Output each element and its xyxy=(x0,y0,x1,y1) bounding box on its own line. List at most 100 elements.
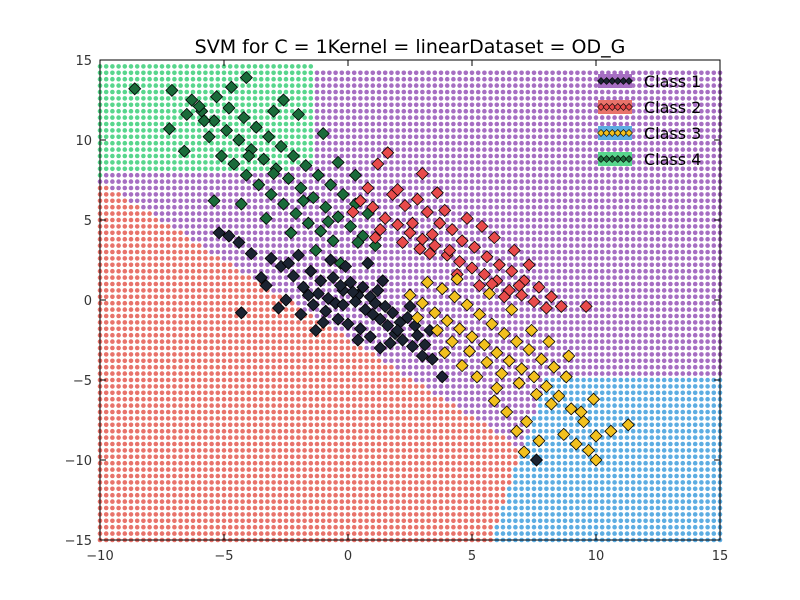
region-dot xyxy=(215,505,221,511)
region-dot xyxy=(451,358,456,364)
region-dot xyxy=(134,76,140,82)
region-dot xyxy=(103,224,109,229)
region-dot xyxy=(382,76,388,82)
region-dot xyxy=(110,108,115,114)
region-dot xyxy=(172,243,177,248)
region-dot xyxy=(159,441,165,447)
region-dot xyxy=(209,153,214,159)
region-dot xyxy=(159,236,165,242)
region-dot xyxy=(420,396,425,402)
region-dot xyxy=(370,358,376,364)
region-dot xyxy=(271,275,276,280)
region-dot xyxy=(215,467,221,472)
region-dot xyxy=(314,217,320,223)
region-dot xyxy=(407,531,413,536)
region-dot xyxy=(395,416,400,421)
region-dot xyxy=(364,320,369,325)
region-dot xyxy=(103,524,109,530)
region-dot xyxy=(196,332,202,338)
region-dot xyxy=(159,256,165,261)
region-dot xyxy=(351,230,357,236)
region-dot xyxy=(327,134,332,140)
region-dot xyxy=(103,518,109,524)
region-dot xyxy=(240,403,245,408)
region-dot xyxy=(438,236,444,242)
region-dot xyxy=(314,512,320,517)
region-dot xyxy=(159,224,165,229)
region-dot xyxy=(153,256,159,261)
region-dot xyxy=(463,518,469,524)
region-dot xyxy=(265,294,270,300)
region-dot xyxy=(122,204,128,210)
region-dot xyxy=(345,134,351,140)
region-dot xyxy=(302,339,307,344)
region-dot xyxy=(469,428,475,434)
region-dot xyxy=(463,448,469,453)
region-dot xyxy=(196,275,202,280)
region-dot xyxy=(308,121,314,127)
region-dot xyxy=(252,166,258,172)
region-dot xyxy=(165,179,171,184)
region-dot xyxy=(389,89,394,95)
region-dot xyxy=(153,70,159,76)
region-dot xyxy=(141,358,146,364)
region-dot xyxy=(506,224,512,229)
region-dot xyxy=(327,486,332,492)
region-dot xyxy=(339,416,345,421)
region-dot xyxy=(407,198,413,204)
region-dot xyxy=(227,448,233,453)
region-dot xyxy=(407,332,413,338)
region-dot xyxy=(370,134,376,140)
region-dot xyxy=(320,435,326,440)
region-dot xyxy=(227,153,233,159)
region-dot xyxy=(209,403,214,408)
region-dot xyxy=(116,390,121,396)
region-dot xyxy=(116,448,121,453)
region-dot xyxy=(209,409,214,415)
region-dot xyxy=(469,326,475,332)
region-dot xyxy=(444,140,450,146)
region-dot xyxy=(147,422,152,428)
region-dot xyxy=(364,428,369,434)
region-dot xyxy=(494,160,500,165)
region-dot xyxy=(234,454,239,460)
region-dot xyxy=(457,140,462,146)
region-dot xyxy=(308,345,314,351)
region-dot xyxy=(475,230,481,236)
region-dot xyxy=(345,428,351,434)
region-dot xyxy=(339,460,345,466)
region-dot xyxy=(128,531,134,536)
region-dot xyxy=(221,307,227,312)
region-dot xyxy=(277,448,283,453)
region-dot xyxy=(463,524,469,530)
region-dot xyxy=(302,70,307,76)
region-dot xyxy=(265,102,270,108)
region-dot xyxy=(283,307,289,312)
region-dot xyxy=(482,185,487,191)
region-dot xyxy=(116,249,121,255)
region-dot xyxy=(128,499,134,504)
region-dot xyxy=(165,512,171,517)
region-dot xyxy=(172,422,177,428)
region-dot xyxy=(141,89,146,95)
region-dot xyxy=(153,140,159,146)
region-dot xyxy=(184,364,190,370)
region-dot xyxy=(234,172,239,178)
region-dot xyxy=(283,480,289,485)
region-dot xyxy=(333,230,338,236)
region-dot xyxy=(327,403,332,408)
region-dot xyxy=(475,89,481,95)
region-dot xyxy=(203,499,208,504)
region-dot xyxy=(215,352,221,357)
region-dot xyxy=(376,96,382,101)
region-dot xyxy=(110,89,115,95)
region-dot xyxy=(289,204,295,210)
region-dot xyxy=(110,486,115,492)
region-dot xyxy=(128,262,134,268)
region-dot xyxy=(103,505,109,511)
region-dot xyxy=(494,249,500,255)
region-dot xyxy=(215,294,221,300)
region-dot xyxy=(438,524,444,530)
region-dot xyxy=(134,166,140,172)
region-dot xyxy=(327,332,332,338)
